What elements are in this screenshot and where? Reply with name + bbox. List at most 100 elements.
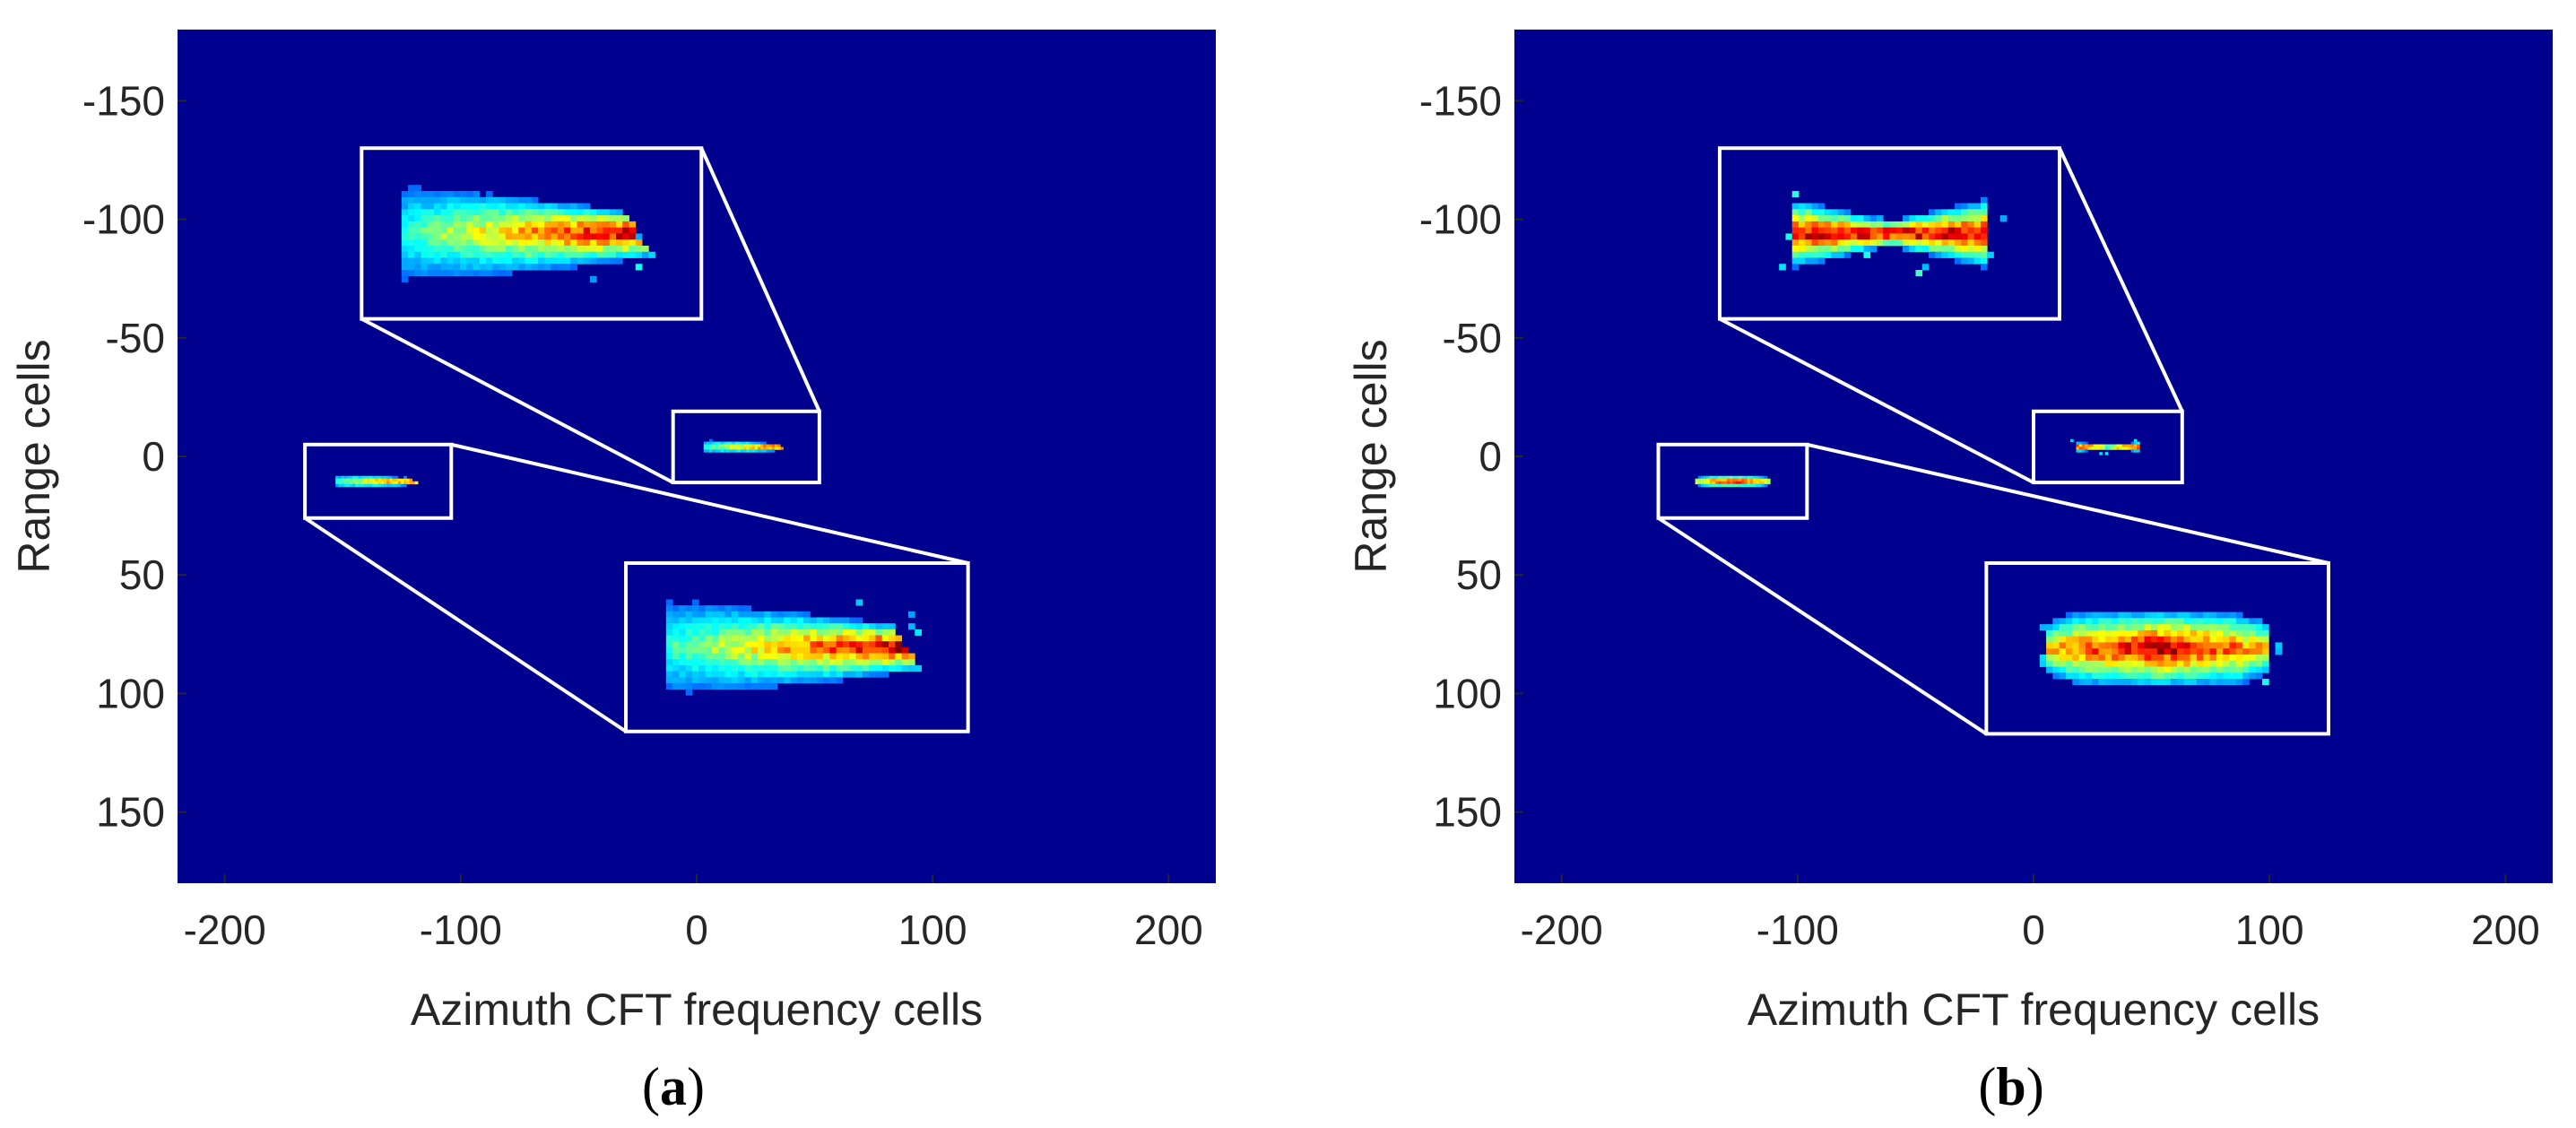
source-box <box>2032 409 2184 485</box>
target-streak-cell <box>369 475 373 480</box>
target-streak-cell <box>2113 444 2117 447</box>
inset-heat-cell <box>590 239 597 247</box>
inset-heat-cell <box>466 264 473 271</box>
inset-heat-cell <box>849 646 856 654</box>
inset-heat-cell <box>401 264 409 271</box>
inset-heat-cell <box>570 239 577 247</box>
target-streak-cell <box>1741 481 1745 485</box>
inset-heat-cell <box>557 209 565 216</box>
target-streak-cell <box>2090 447 2095 450</box>
inset-heat-cell <box>622 239 629 247</box>
inset-heat-cell <box>486 191 493 198</box>
target-streak-cell <box>717 444 722 447</box>
target-streak-cell <box>380 481 385 485</box>
inset-heat-cell <box>901 646 909 654</box>
inset-heat-cell <box>764 635 772 642</box>
inset-heat-cell <box>744 635 752 642</box>
inset-heat-cell <box>531 239 539 247</box>
inset-heat-cell <box>2046 629 2053 638</box>
inset-heat-cell <box>758 682 765 690</box>
inset-heat-cell <box>784 653 791 660</box>
inset-heat-cell <box>518 264 525 271</box>
inset-heat-cell <box>2098 679 2106 686</box>
target-streak-cell <box>1735 478 1739 482</box>
target-streak-cell <box>774 447 778 450</box>
inset-heat-cell <box>1973 221 1982 229</box>
inset-heat-cell <box>796 611 804 618</box>
inset-heat-cell <box>764 653 772 660</box>
target-streak-cell <box>397 481 402 485</box>
target-streak-cell <box>723 447 727 450</box>
inset-heat-cell <box>538 203 545 210</box>
inset-heat-cell <box>711 635 719 642</box>
inset-heat-cell <box>738 677 745 684</box>
inset-heat-cell <box>1843 215 1852 222</box>
inset-heat-cell <box>796 664 804 672</box>
target-streak-cell <box>1697 483 1702 488</box>
inset-heat-cell <box>810 635 818 642</box>
target-streak-cell <box>1697 481 1702 485</box>
inset-heat-cell <box>816 664 824 672</box>
inset-heat-cell <box>2039 660 2047 667</box>
inset-heat-cell <box>2216 624 2224 631</box>
inset-heat-cell <box>2229 648 2237 655</box>
target-streak-cell <box>1706 475 1711 480</box>
inset-heat-cell <box>453 233 461 240</box>
inset-heat-cell <box>1987 251 1994 258</box>
inset-heat-cell <box>583 233 591 240</box>
target-streak-cell <box>363 483 368 488</box>
inset-heat-cell <box>486 227 493 234</box>
inset-heat-cell <box>1869 239 1878 247</box>
inset-heat-cell <box>724 611 733 618</box>
inset-heat-cell <box>2157 648 2164 655</box>
inset-heat-cell <box>1935 215 1942 222</box>
inset-heat-cell <box>829 671 837 678</box>
inset-heat-cell <box>2124 666 2132 673</box>
inset-heat-cell <box>2229 654 2237 662</box>
inset-heat-cell <box>1928 209 1936 216</box>
inset-heat-cell <box>1831 215 1838 222</box>
inset-heat-cell <box>2065 629 2073 638</box>
inset-heat-cell <box>616 209 623 216</box>
panel-caption: (b) <box>1978 1057 2043 1116</box>
target-streak-cell <box>715 444 718 447</box>
target-streak-cell <box>2081 447 2086 450</box>
inset-heat-cell <box>518 233 525 240</box>
target-streak-cell <box>2116 444 2121 447</box>
inset-heat-cell <box>518 203 525 210</box>
target-streak-cell <box>2070 438 2074 443</box>
inset-heat-cell <box>583 209 591 216</box>
inset-heat-cell <box>823 617 830 624</box>
inset-heat-cell <box>505 215 513 222</box>
inset-heat-cell <box>447 196 455 204</box>
inset-heat-cell <box>434 251 441 258</box>
inset-heat-cell <box>512 239 519 247</box>
inset-heat-cell <box>770 653 778 660</box>
inset-heat-cell <box>2242 654 2250 662</box>
inset-heat-cell <box>427 221 435 229</box>
inset-heat-cell <box>1961 203 1968 210</box>
inset-heat-cell <box>672 635 680 642</box>
inset-heat-cell <box>1889 227 1897 234</box>
inset-heat-cell <box>1935 227 1942 234</box>
target-streak-cell <box>2078 444 2083 447</box>
inset-heat-cell <box>1798 257 1806 265</box>
inset-heat-cell <box>705 664 713 672</box>
inset-heat-cell <box>616 257 623 265</box>
inset-heat-cell <box>499 270 507 277</box>
inset-heat-cell <box>810 664 818 672</box>
target-streak-cell <box>737 449 742 453</box>
inset-heat-cell <box>829 677 837 684</box>
target-streak-cell <box>715 447 718 450</box>
inset-heat-cell <box>915 629 922 636</box>
inset-heat-cell <box>2144 629 2152 638</box>
inset-heat-cell <box>486 239 493 247</box>
inset-heat-cell <box>790 623 798 630</box>
inset-heat-cell <box>1915 215 1923 222</box>
target-streak-cell <box>346 481 351 485</box>
target-streak-cell <box>1732 481 1737 485</box>
target-streak-cell <box>1715 475 1719 480</box>
inset-heat-cell <box>672 617 680 624</box>
inset-heat-cell <box>750 671 759 678</box>
inset-heat-cell <box>784 629 791 636</box>
